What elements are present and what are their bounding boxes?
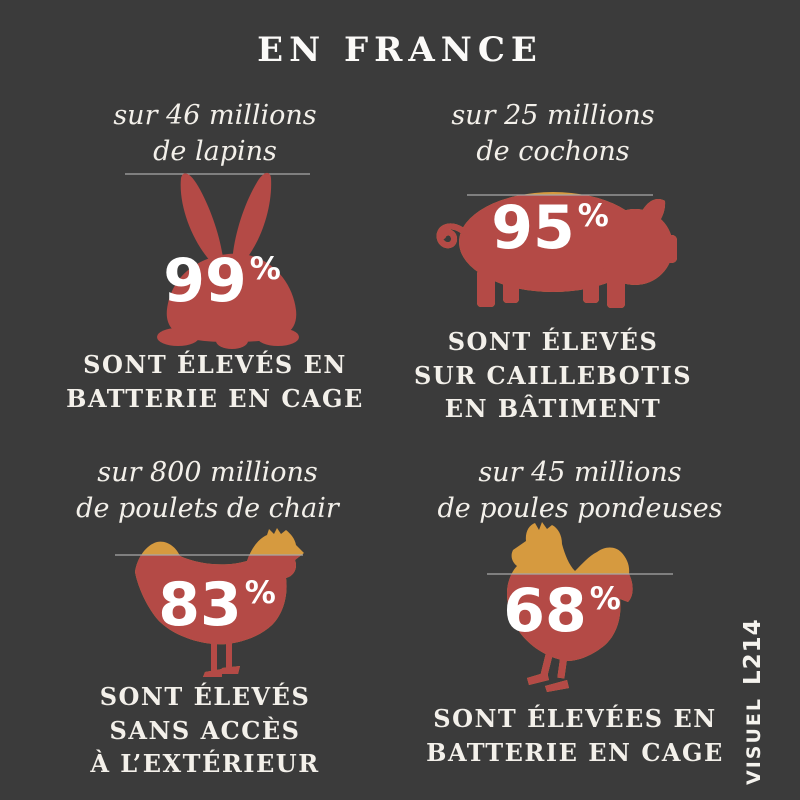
stat-chickens-header: sur 800 millions de poulets de chair xyxy=(50,455,365,527)
rabbit-silhouette-icon xyxy=(125,172,310,349)
credit-org: L214 xyxy=(740,618,766,686)
percent-sign: % xyxy=(577,198,609,234)
page-title: EN FRANCE xyxy=(257,30,543,70)
stat-rabbits-header-line1: sur 46 millions xyxy=(113,100,317,131)
stat-pigs-header-line1: sur 25 millions xyxy=(451,100,655,131)
caption-line: À L’EXTÉRIEUR xyxy=(90,749,320,779)
percent-sign: % xyxy=(244,575,276,611)
stat-rabbits-caption: SONT ÉLEVÉS EN BATTERIE EN CAGE xyxy=(60,348,370,415)
caption-line: EN BÂTIMENT xyxy=(444,394,662,424)
percent-sign: % xyxy=(589,581,621,617)
percent-value: 83 xyxy=(158,570,242,640)
stat-pigs-header: sur 25 millions de cochons xyxy=(408,98,698,170)
percent-value: 68 xyxy=(503,576,587,646)
stat-chickens-header-line1: sur 800 millions xyxy=(97,457,318,488)
percent-value: 99 xyxy=(163,246,247,316)
caption-line: SANS ACCÈS xyxy=(109,715,301,745)
hen-silhouette-icon xyxy=(487,522,673,692)
stat-pigs-percent: 95% xyxy=(475,193,625,263)
caption-line: BATTERIE EN CAGE xyxy=(426,737,724,767)
stat-chickens-percent: 83% xyxy=(142,570,292,640)
stat-hens-header-line2: de poules pondeuses xyxy=(437,492,723,524)
stat-pigs-caption: SONT ÉLEVÉS SUR CAILLEBOTIS EN BÂTIMENT xyxy=(408,325,698,426)
stat-rabbits-header-line2: de lapins xyxy=(153,135,277,167)
caption-line: BATTERIE EN CAGE xyxy=(66,383,364,413)
stat-chickens-caption: SONT ÉLEVÉS SANS ACCÈS À L’EXTÉRIEUR xyxy=(50,680,360,781)
caption-line: SUR CAILLEBOTIS xyxy=(413,360,693,390)
stat-chickens-header-line2: de poulets de chair xyxy=(76,492,339,524)
chicken-silhouette-icon xyxy=(115,528,304,677)
stat-rabbits-percent: 99% xyxy=(147,246,297,316)
stat-hens-caption: SONT ÉLEVÉES EN BATTERIE EN CAGE xyxy=(420,702,730,769)
stat-hens-header: sur 45 millions de poules pondeuses xyxy=(425,455,735,527)
caption-line: SONT ÉLEVÉS EN xyxy=(83,350,347,379)
stat-pigs-header-line2: de cochons xyxy=(476,135,630,167)
credit-label: VISUEL xyxy=(743,697,765,785)
credit-vertical-text: VISUEL L214 xyxy=(740,585,770,785)
stat-hens-percent: 68% xyxy=(487,576,637,646)
caption-line: SONT ÉLEVÉES EN xyxy=(433,704,717,733)
pig-silhouette-icon xyxy=(435,185,680,310)
stat-rabbits-header: sur 46 millions de lapins xyxy=(60,98,370,170)
stat-hens-header-line1: sur 45 millions xyxy=(478,457,682,488)
percent-sign: % xyxy=(249,251,281,287)
caption-line: SONT ÉLEVÉS xyxy=(447,327,659,356)
percent-value: 95 xyxy=(491,193,575,263)
caption-line: SONT ÉLEVÉS xyxy=(99,682,311,711)
